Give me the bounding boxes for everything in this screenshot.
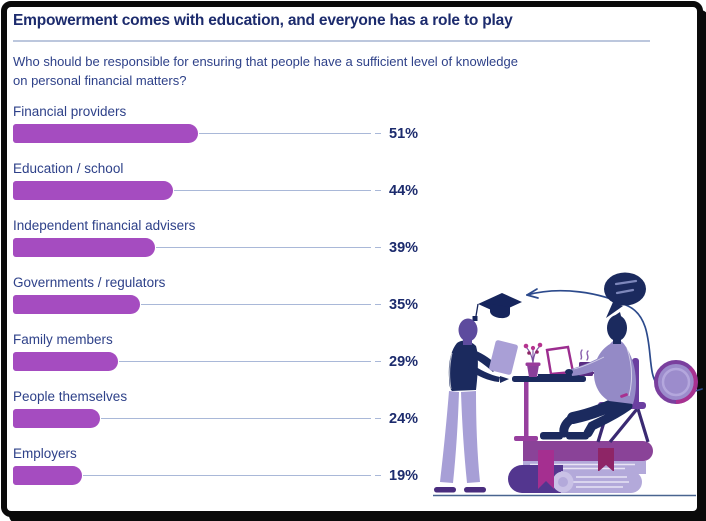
seated-person-laptop <box>540 312 636 440</box>
desk <box>512 376 586 441</box>
leader-dash <box>375 361 381 362</box>
bar-track: 29% <box>13 352 425 371</box>
speech-bubble-icon <box>604 272 646 318</box>
leader-line <box>199 133 371 134</box>
bar <box>13 124 199 143</box>
category-label: Independent financial advisers <box>13 218 196 233</box>
bar <box>13 409 101 428</box>
value-label: 24% <box>389 410 419 427</box>
category-label: Family members <box>13 332 113 347</box>
category-label: Governments / regulators <box>13 275 166 290</box>
chart-question-line1: Who should be responsible for ensuring t… <box>13 54 518 69</box>
leader-line <box>101 418 371 419</box>
education-illustration <box>433 272 703 497</box>
value-label: 35% <box>389 296 419 313</box>
standing-person-reading <box>434 318 518 493</box>
bar <box>13 295 141 314</box>
bar-row: Family members 29% <box>13 331 425 388</box>
value-label: 19% <box>389 467 419 484</box>
leader-line <box>119 361 371 362</box>
chart-question: Who should be responsible for ensuring t… <box>13 52 518 90</box>
category-label: People themselves <box>13 389 128 404</box>
leader-dash <box>375 247 381 248</box>
graduation-cap-icon <box>472 293 522 321</box>
bar-row: People themselves 24% <box>13 388 425 445</box>
page-title: Empowerment comes with education, and ev… <box>13 12 513 29</box>
bar-track: 44% <box>13 181 425 200</box>
bar-track: 35% <box>13 295 425 314</box>
leader-line <box>141 304 371 305</box>
category-label: Employers <box>13 446 77 461</box>
value-label: 29% <box>389 353 419 370</box>
leader-dash <box>375 190 381 191</box>
bar-chart: Financial providers 51% Education / scho… <box>13 103 425 502</box>
leader-dash <box>375 304 381 305</box>
bar <box>13 466 82 485</box>
bar-track: 51% <box>13 124 425 143</box>
bar <box>13 352 119 371</box>
leader-dash <box>375 418 381 419</box>
bar <box>13 238 155 257</box>
book-stack <box>508 441 653 493</box>
bar-row: Governments / regulators 35% <box>13 274 425 331</box>
bar-track: 19% <box>13 466 425 485</box>
leader-line <box>173 190 371 191</box>
leader-line <box>82 475 371 476</box>
bar-row: Employers 19% <box>13 445 425 502</box>
value-label: 51% <box>389 125 419 142</box>
bar <box>13 181 173 200</box>
leader-dash <box>375 475 381 476</box>
title-divider <box>13 40 650 42</box>
bar-row: Financial providers 51% <box>13 103 425 160</box>
value-label: 39% <box>389 239 419 256</box>
value-label: 44% <box>389 182 419 199</box>
bar-row: Education / school 44% <box>13 160 425 217</box>
bar-track: 39% <box>13 238 425 257</box>
bar-row: Independent financial advisers 39% <box>13 217 425 274</box>
potted-plant-icon <box>523 342 543 377</box>
leader-line <box>155 247 371 248</box>
bar-track: 24% <box>13 409 425 428</box>
category-label: Financial providers <box>13 104 127 119</box>
chart-question-line2: on personal financial matters? <box>13 73 187 88</box>
leader-dash <box>375 133 381 134</box>
clock-icon <box>654 360 698 404</box>
category-label: Education / school <box>13 161 124 176</box>
